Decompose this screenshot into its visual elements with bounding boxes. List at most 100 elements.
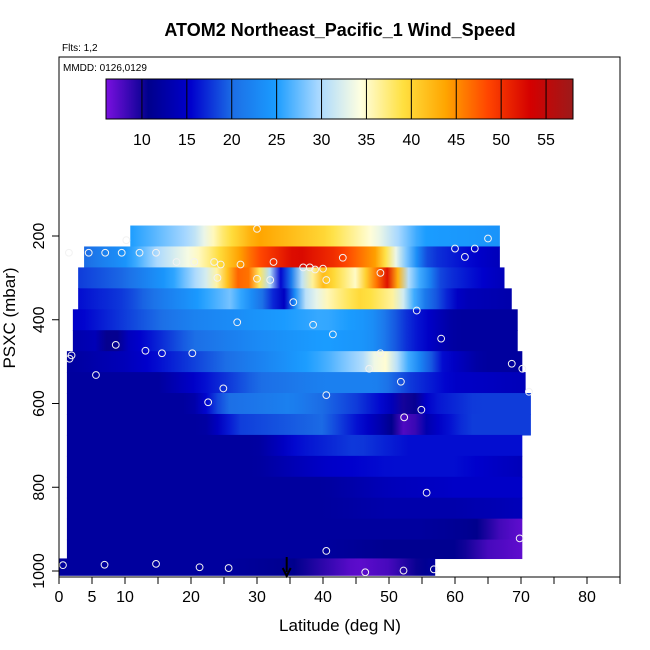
observation-point — [141, 346, 150, 355]
observation-point — [135, 248, 144, 257]
observation-point — [525, 387, 533, 396]
observation-point — [210, 258, 219, 266]
observation-point — [269, 258, 278, 266]
y-tick-label: 1000 — [31, 553, 48, 589]
observation-point — [266, 276, 275, 284]
dates-label: MMDD: 0126,0129 — [63, 63, 147, 74]
x-axis-label: Latitude (deg N) — [279, 616, 401, 635]
heatmap-layer — [66, 539, 523, 560]
y-tick-label: 800 — [31, 474, 48, 501]
observation-point — [236, 260, 245, 269]
heatmap-layer — [66, 372, 526, 394]
x-tick-label: 50 — [380, 589, 398, 606]
observation-point — [65, 248, 73, 257]
y-tick-label: 200 — [31, 223, 48, 250]
x-tick-label: 40 — [314, 589, 332, 606]
observation-point — [219, 384, 228, 393]
observation-point — [429, 565, 438, 574]
latitude-marker — [281, 557, 292, 579]
observation-point — [319, 264, 327, 273]
observation-points — [59, 224, 533, 577]
observation-point — [92, 371, 100, 379]
observation-point — [376, 268, 385, 277]
observation-point — [216, 260, 225, 269]
heatmap-layer — [78, 267, 505, 289]
y-tick-label: 600 — [31, 390, 48, 417]
observation-point — [195, 563, 204, 572]
observation-point — [329, 330, 337, 339]
x-tick-label: 80 — [578, 589, 596, 606]
chart-title: ATOM2 Northeast_Pacific_1 Wind_Speed — [164, 20, 515, 40]
observation-point — [158, 349, 166, 358]
colorbar-tick-label: 55 — [537, 132, 555, 149]
observation-point — [396, 377, 405, 386]
observation-point — [117, 248, 126, 257]
observation-point — [59, 561, 67, 570]
heatmap-layer — [72, 309, 518, 331]
observation-point — [224, 564, 233, 572]
observation-point — [152, 248, 160, 257]
heatmap-layer — [59, 558, 436, 576]
observation-point — [470, 244, 479, 253]
observation-point — [213, 273, 222, 282]
observation-point — [305, 263, 314, 272]
y-tick-label: 400 — [31, 306, 48, 333]
observation-point — [518, 364, 527, 373]
observation-point — [188, 349, 197, 358]
y-axis: 200 400 600 800 1000 — [31, 223, 59, 589]
colorbar-tick-label: 30 — [313, 132, 331, 149]
observation-point — [322, 391, 331, 400]
observation-point — [361, 568, 370, 577]
observation-point — [422, 488, 431, 497]
x-tick-label: 60 — [446, 589, 464, 606]
observation-point — [101, 248, 110, 257]
heatmap-layer — [66, 413, 531, 436]
colorbar-tick-label: 35 — [358, 132, 376, 149]
heatmap-layers — [59, 225, 531, 576]
colorbar-ticks: 10 15 20 25 30 35 40 45 50 55 — [133, 79, 555, 149]
heatmap-layer — [66, 455, 523, 478]
x-tick-label: 10 — [116, 589, 134, 606]
observation-point — [399, 566, 408, 575]
x-tick-label: 0 — [55, 589, 64, 606]
colorbar-tick-label: 45 — [447, 132, 465, 149]
observation-point — [451, 244, 459, 253]
colorbar-tick-label: 15 — [178, 132, 196, 149]
observation-point — [507, 359, 516, 368]
observation-point — [311, 265, 319, 274]
observation-point — [152, 559, 160, 568]
observation-point — [461, 253, 469, 261]
x-tick-label: 70 — [512, 589, 530, 606]
observation-point — [65, 354, 74, 363]
observation-point — [111, 340, 120, 349]
heatmap-layer — [72, 330, 518, 352]
observation-point — [417, 405, 426, 414]
observation-point — [400, 413, 409, 422]
x-tick-label: 5 — [88, 589, 97, 606]
observation-point — [190, 258, 199, 266]
observation-point — [84, 248, 93, 257]
heatmap-layer — [66, 393, 531, 415]
x-tick-label: 20 — [182, 589, 200, 606]
observation-point — [172, 258, 181, 266]
heatmap-layer — [66, 351, 523, 373]
observation-point — [100, 560, 109, 569]
colorbar-tick-label: 25 — [268, 132, 286, 149]
observation-point — [437, 334, 446, 343]
plot-frame — [58, 56, 621, 578]
colorbar-tick-label: 10 — [133, 132, 151, 149]
x-tick-label: 30 — [248, 589, 266, 606]
y-axis-label: PSXC (mbar) — [0, 267, 19, 368]
observation-point — [204, 398, 213, 407]
observation-point — [515, 534, 524, 543]
latitude-marker-arrowhead — [281, 567, 292, 579]
observation-point — [376, 349, 385, 358]
heatmap-layer — [84, 246, 500, 269]
colorbar-tick-label: 20 — [223, 132, 241, 149]
observation-point — [253, 274, 261, 283]
heatmap-layer — [66, 434, 523, 457]
observation-point — [233, 318, 242, 327]
colorbar — [105, 78, 574, 120]
observation-point — [484, 234, 492, 243]
